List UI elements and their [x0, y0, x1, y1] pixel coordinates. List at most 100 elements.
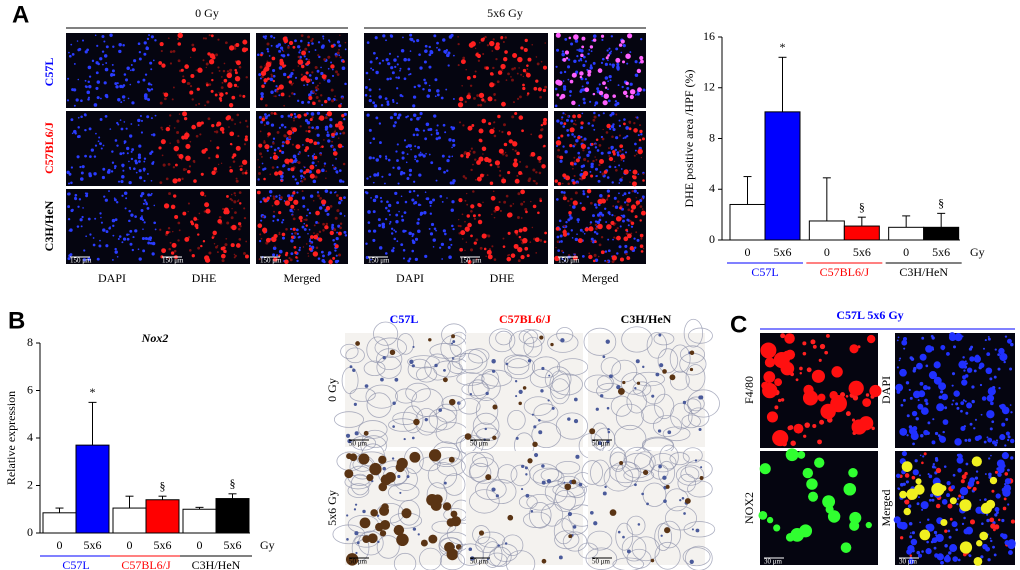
cell: [615, 216, 622, 222]
cell: [77, 48, 81, 52]
cell: [514, 380, 518, 383]
cell: [330, 61, 333, 64]
cell: [408, 231, 412, 236]
cell: [291, 194, 294, 198]
alveolus: [556, 327, 574, 343]
cell: [827, 510, 841, 523]
cell: [990, 523, 996, 529]
cell: [183, 116, 188, 121]
cell: [243, 252, 246, 255]
cell: [604, 62, 608, 66]
cell: [608, 155, 611, 157]
cell: [612, 150, 616, 154]
cell: [272, 74, 276, 78]
micrograph: 30 μm: [758, 448, 878, 566]
cell: [580, 53, 584, 58]
cell: [233, 253, 236, 256]
cell: [363, 430, 369, 436]
cell: [122, 169, 125, 172]
cell: [606, 189, 610, 193]
cell: [223, 62, 226, 65]
cell: [573, 160, 576, 163]
cell: [131, 148, 135, 151]
cell: [488, 122, 492, 126]
cell: [238, 94, 242, 97]
cell: [338, 54, 341, 57]
cell: [161, 128, 164, 131]
cell: [384, 182, 386, 185]
cell: [518, 67, 520, 69]
cell: [94, 34, 97, 37]
cell: [478, 92, 485, 99]
cell: [689, 350, 695, 355]
cell: [151, 241, 156, 246]
cell: [541, 464, 545, 468]
cell: [822, 495, 836, 509]
cell: [622, 219, 625, 223]
cell: [535, 252, 538, 254]
cell: [504, 542, 508, 545]
cell: [488, 248, 492, 251]
cell: [280, 123, 284, 127]
cell: [111, 63, 114, 66]
cell: [230, 243, 235, 248]
cell: [180, 158, 183, 161]
cell: [390, 227, 394, 230]
cell: [425, 122, 430, 127]
cell: [215, 130, 219, 134]
cell: [537, 155, 542, 161]
cell: [112, 45, 115, 48]
group-label: C3H/HeN: [192, 558, 241, 570]
cell: [309, 173, 315, 179]
cell: [124, 78, 129, 82]
cell: [918, 474, 921, 477]
cell: [244, 254, 249, 259]
cell: [298, 51, 301, 54]
cell: [271, 204, 274, 207]
cell: [395, 213, 399, 217]
cell: [470, 248, 474, 252]
cell: [535, 182, 538, 185]
cell: [306, 83, 309, 86]
cell: [633, 121, 636, 125]
cell: [238, 222, 242, 226]
cell: [909, 532, 912, 534]
cell: [683, 512, 686, 515]
cell: [543, 240, 547, 244]
alveolus: [507, 358, 530, 376]
cell: [294, 251, 298, 255]
cell: [228, 102, 234, 108]
cell: [85, 194, 89, 198]
cell: [635, 200, 641, 205]
cell: [908, 521, 913, 526]
cell: [105, 95, 109, 99]
cell: [311, 81, 315, 85]
cell: [596, 213, 601, 217]
cell: [817, 439, 822, 445]
y-axis-label: DHE positive area /HPF (%): [682, 70, 696, 208]
cell: [150, 83, 153, 86]
cell: [220, 162, 223, 165]
cell: [542, 65, 547, 70]
cell: [604, 250, 608, 253]
cell: [987, 337, 991, 341]
cell: [640, 59, 644, 64]
x-tick-label: 0: [745, 245, 751, 259]
cell: [197, 233, 200, 236]
cell: [965, 411, 969, 415]
cell: [559, 71, 563, 74]
cell: [392, 124, 396, 128]
cell: [291, 127, 298, 133]
cell: [123, 191, 128, 195]
cell: [102, 144, 105, 147]
cell: [555, 32, 561, 38]
cell: [603, 170, 608, 174]
cell: [261, 162, 264, 165]
cell: [303, 165, 305, 168]
cell: [259, 77, 263, 80]
cell: [409, 50, 412, 52]
y-tick-label: 0: [27, 525, 33, 539]
cell: [135, 171, 138, 174]
cell: [220, 253, 226, 259]
cell: [799, 372, 802, 375]
